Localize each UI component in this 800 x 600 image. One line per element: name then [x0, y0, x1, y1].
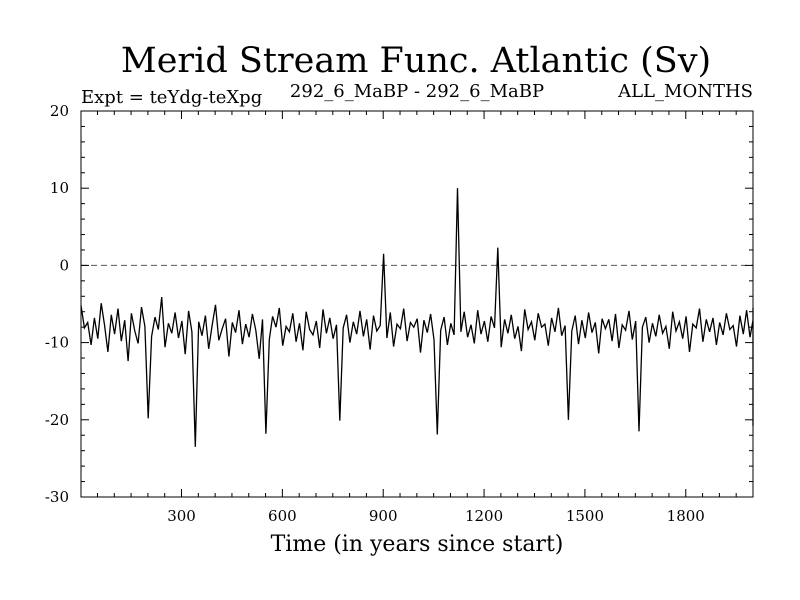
x-axis-label: Time (in years since start): [271, 532, 564, 557]
x-tick-label: 300: [167, 507, 196, 525]
chart-title: Merid Stream Func. Atlantic (Sv): [121, 41, 711, 81]
x-tick-label: 600: [268, 507, 297, 525]
series-line-0: [80, 188, 754, 447]
header-right-label: ALL_MONTHS: [617, 81, 753, 102]
header-center-label: 292_6_MaBP - 292_6_MaBP: [290, 81, 544, 102]
y-tick-label: 0: [59, 256, 69, 274]
y-tick-label: 20: [50, 102, 69, 120]
axes: 300 600 900 1200 1500 1800 -30 -20 -10 0 10 20: [45, 102, 754, 525]
x-tick-label: 900: [369, 507, 398, 525]
y-tick-label: -20: [45, 411, 69, 429]
y-tick-label: -10: [45, 334, 69, 352]
header-left-label: Expt = teYdg-teXpg: [81, 87, 262, 108]
x-tick-label: 1200: [465, 507, 503, 525]
x-tick-label: 1800: [667, 507, 705, 525]
x-tick-label: 1500: [566, 507, 604, 525]
y-tick-label: 10: [50, 179, 69, 197]
y-tick-label: -30: [45, 488, 69, 506]
plot-frame: [80, 110, 754, 498]
plot-area: [80, 188, 754, 447]
